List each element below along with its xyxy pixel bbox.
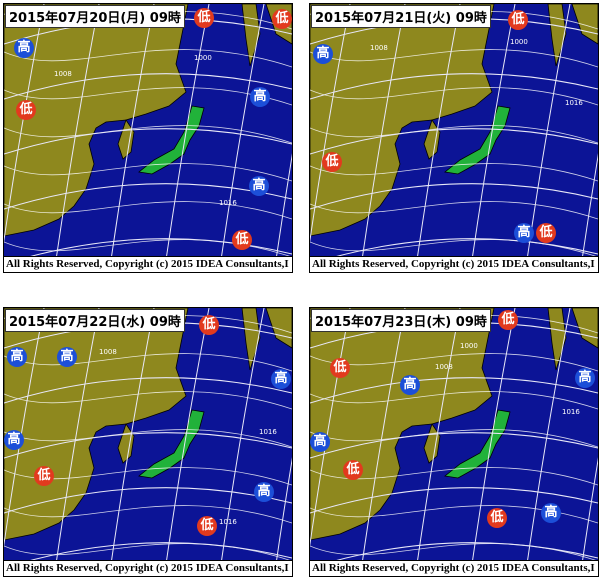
meridian-line [108,4,155,272]
map-canvas [4,4,292,272]
high-pressure-marker: 高 [249,176,269,196]
high-pressure-marker: 高 [254,482,274,502]
isobar [4,163,292,182]
high-pressure-marker: 高 [57,347,77,367]
meridian-line [273,153,292,272]
low-pressure-marker: 低 [232,230,252,250]
parallel-line [310,542,598,569]
parallel-line [310,377,598,404]
map-canvas [310,308,598,576]
parallel-line [4,128,292,155]
isobar-label: 1008 [99,348,117,356]
high-pressure-marker: 高 [7,347,27,367]
meridian-line [414,4,461,272]
weather-map-panel: 1000 1016 1008 低低低低高高高 2015年07月20日(月) 09時 All… [3,3,293,273]
isobar-label: 1008 [54,70,72,78]
meridian-line [579,153,598,272]
low-pressure-marker: 低 [343,460,363,480]
weather-map-panel: 1000 1008 1016 低低高高高低高低 2015年07月23日(木) 09時 Al… [309,307,599,577]
isobar [4,391,292,410]
isobar-label: 1000 [460,342,478,350]
meridian-line [273,457,292,576]
isobar [310,391,598,410]
isobar [310,49,598,68]
high-pressure-marker: 高 [541,503,561,523]
meridian-line [524,308,571,576]
low-pressure-marker: 低 [498,310,518,330]
isobar-label: 1016 [219,199,237,207]
map-canvas [4,308,292,576]
high-pressure-marker: 高 [250,87,270,107]
low-pressure-marker: 低 [272,9,292,29]
weather-map-panel: 1008 1016 1016 低高高高高高低低 2015年07月22日(水) 09時 Al… [3,307,293,577]
isobar-label: 1008 [370,44,388,52]
low-pressure-marker: 低 [199,315,219,335]
isobar-label: 1008 [435,363,453,371]
low-pressure-marker: 低 [330,358,350,378]
low-pressure-marker: 低 [322,152,342,172]
meridian-line [108,308,155,576]
low-pressure-marker: 低 [194,8,214,28]
parallel-line [310,238,598,265]
parallel-line [4,377,292,404]
high-pressure-marker: 高 [271,369,291,389]
low-pressure-marker: 低 [197,516,217,536]
parallel-line [4,238,292,265]
high-pressure-marker: 高 [14,38,34,58]
copyright-footer: All Rights Reserved, Copyright (c) 2015 … [310,256,598,272]
copyright-footer: All Rights Reserved, Copyright (c) 2015 … [310,560,598,576]
isobar-label: 1000 [510,38,528,46]
meridian-line [310,4,351,244]
meridian-line [579,457,598,576]
isobar [310,163,598,182]
weather-map-panel: 1000 1016 1008 低高低高低 2015年07月21日(火) 09時 All R… [309,3,599,273]
map-canvas [310,4,598,272]
isobar [310,201,598,220]
low-pressure-marker: 低 [16,100,36,120]
low-pressure-marker: 低 [536,223,556,243]
isobar-label: 1016 [565,99,583,107]
high-pressure-marker: 高 [4,430,24,450]
low-pressure-marker: 低 [508,10,528,30]
parallel-line [4,73,292,100]
high-pressure-marker: 高 [313,44,333,64]
isobar [4,49,292,68]
copyright-footer: All Rights Reserved, Copyright (c) 2015 … [4,560,292,576]
high-pressure-marker: 高 [575,368,595,388]
parallel-line [310,183,598,210]
parallel-line [310,128,598,155]
isobar [4,87,292,106]
isobar-label: 1016 [259,428,277,436]
isobar-label: 1016 [219,518,237,526]
isobar [4,467,292,486]
copyright-footer: All Rights Reserved, Copyright (c) 2015 … [4,256,292,272]
high-pressure-marker: 高 [400,375,420,395]
isobar [4,505,292,524]
low-pressure-marker: 低 [34,466,54,486]
isobar [310,467,598,486]
isobar-label: 1016 [562,408,580,416]
parallel-line [310,487,598,514]
parallel-line [310,73,598,100]
map-date-title: 2015年07月23日(木) 09時 [311,309,491,332]
map-date-title: 2015年07月21日(火) 09時 [311,5,491,28]
low-pressure-marker: 低 [487,508,507,528]
meridian-line [218,308,265,576]
isobar-label: 1000 [194,54,212,62]
meridian-line [218,4,265,272]
parallel-line [310,432,598,459]
parallel-line [4,542,292,569]
isobar [4,353,292,372]
meridian-line [4,4,45,244]
high-pressure-marker: 高 [310,432,330,452]
high-pressure-marker: 高 [514,223,534,243]
parallel-line [4,432,292,459]
map-date-title: 2015年07月22日(水) 09時 [5,309,185,332]
meridian-line [414,308,461,576]
isobar [310,87,598,106]
map-date-title: 2015年07月20日(月) 09時 [5,5,185,28]
isobar [4,201,292,220]
